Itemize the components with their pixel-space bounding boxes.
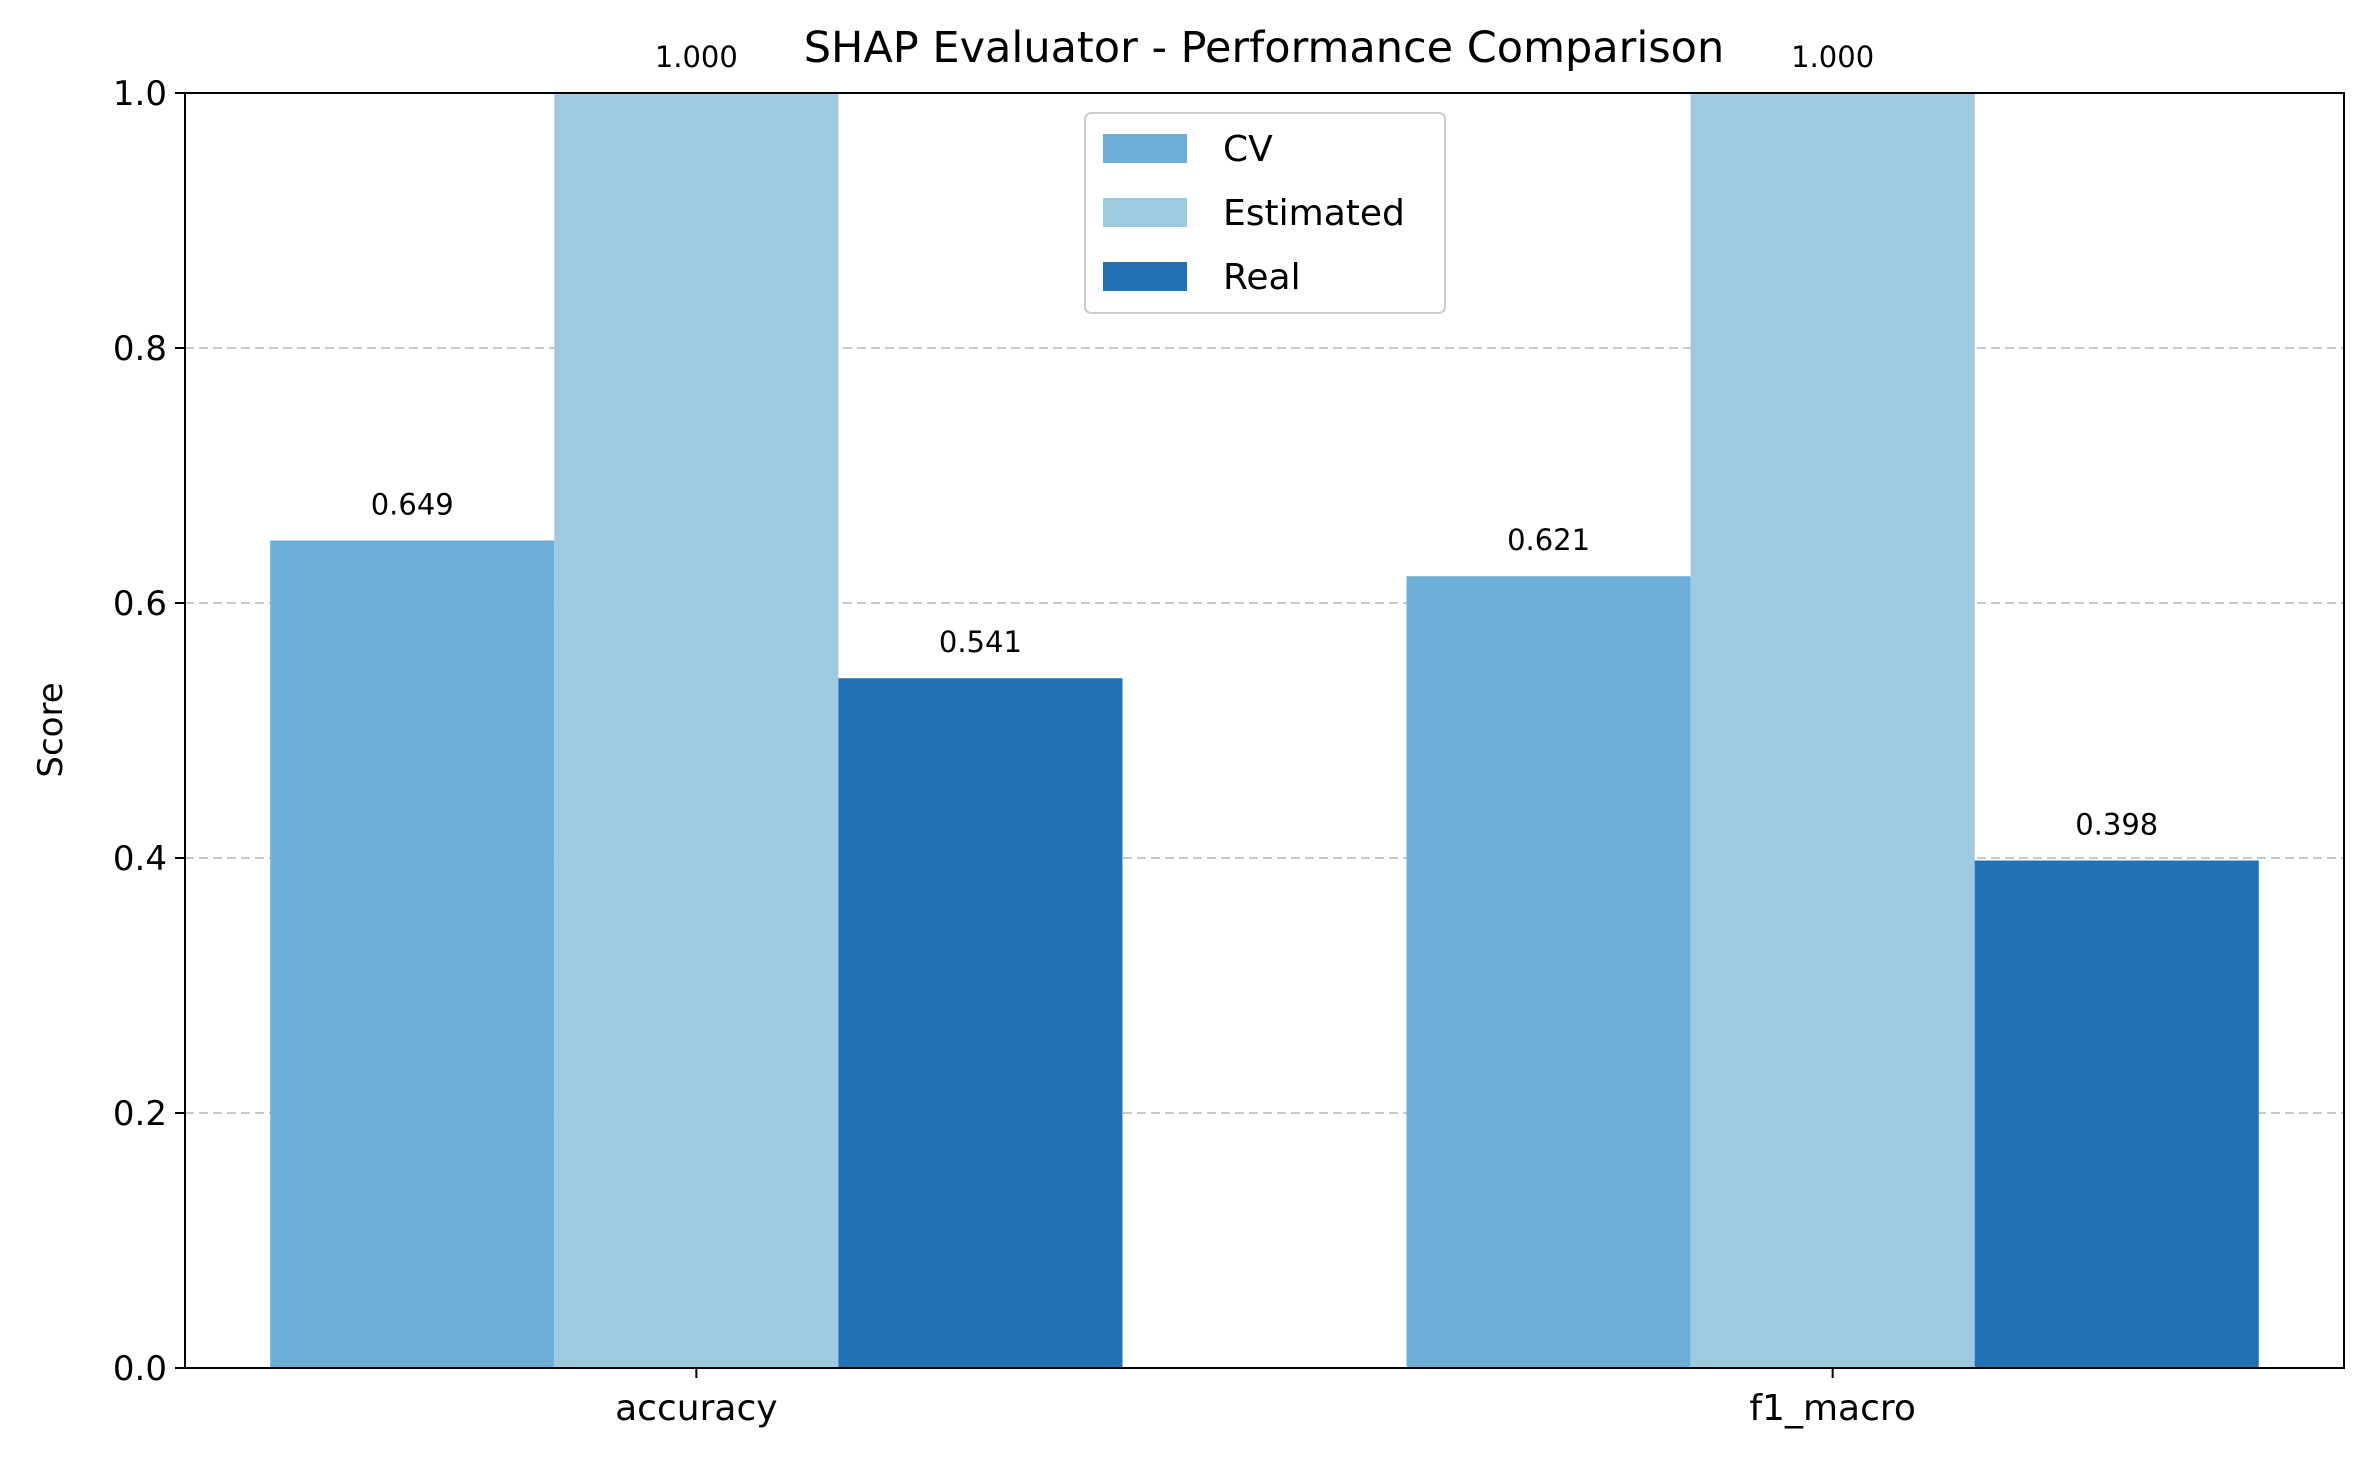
axes-frame [184,92,2345,1369]
x-tick-label: f1_macro [1749,1388,1916,1429]
data-labels: 0.649 0.621 1.000 1.000 0.541 0.398 [371,40,2159,842]
legend-label-cv: CV [1223,129,1273,170]
data-label: 0.649 [371,488,454,522]
legend-label-real: Real [1223,257,1301,298]
y-tick-label: 1.0 [113,74,167,114]
legend: CV Estimated Real [1084,112,1446,314]
data-label: 1.000 [1791,40,1874,74]
bars [270,93,2259,1368]
y-tick-label: 0.6 [113,584,167,624]
y-axis-ticks: 0.0 0.2 0.4 0.6 0.8 1.0 [113,74,185,1389]
bar-real-accuracy [838,678,1123,1368]
bar-estimated-f1_macro [1690,93,1975,1368]
bar-cv-f1_macro [1406,576,1691,1368]
legend-swatch-real [1103,262,1187,291]
legend-swatch-estimated [1103,198,1187,227]
x-tick-label: accuracy [615,1388,777,1429]
data-label: 0.398 [2075,808,2158,842]
x-axis-ticks: accuracy f1_macro [615,1368,1916,1429]
data-label: 1.000 [655,40,738,74]
data-label: 0.541 [939,625,1022,659]
bar-cv-accuracy [270,540,555,1368]
y-tick-label: 0.4 [113,839,167,879]
legend-label-estimated: Estimated [1223,193,1405,234]
bar-real-f1_macro [1974,860,2259,1368]
legend-swatch-cv [1103,134,1187,163]
data-label: 0.621 [1507,523,1590,557]
y-axis-label: Score [31,682,71,777]
chart-title: SHAP Evaluator - Performance Comparison [804,23,1724,73]
bar-estimated-accuracy [554,93,839,1368]
y-tick-label: 0.0 [113,1349,167,1389]
y-tick-label: 0.2 [113,1094,167,1134]
y-tick-label: 0.8 [113,329,167,369]
